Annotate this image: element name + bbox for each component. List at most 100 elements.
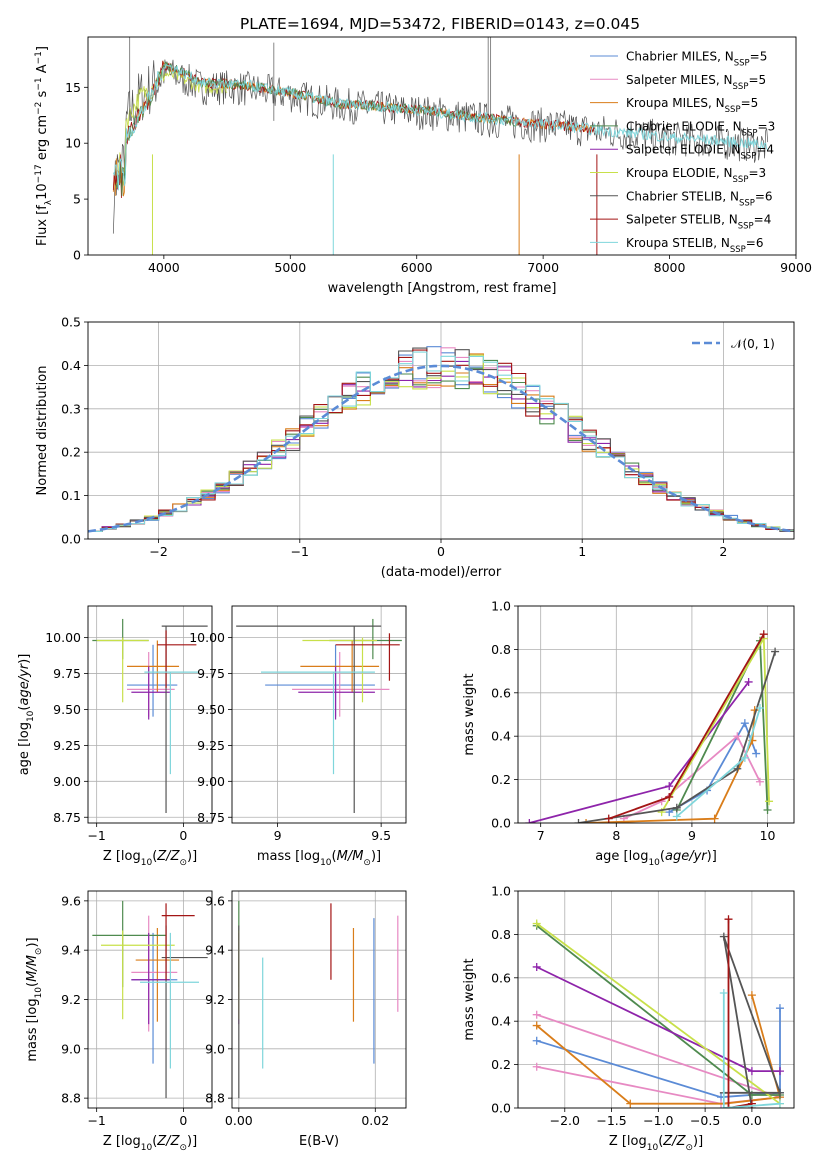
age_vs_mass-ytick-label: 9.50 [197, 702, 225, 717]
weight-line-kroupa-miles-marker [747, 991, 756, 1000]
label-part: =4 [756, 143, 774, 157]
errorbar-kroupa-elodie [101, 930, 175, 1020]
spectrum-xtick-label: 5000 [274, 260, 306, 275]
errorbar-kroupa-elodie [96, 637, 149, 703]
label-part: Kroupa ELODIE, N [626, 166, 733, 180]
weight-line-salpeter-miles-marker [755, 777, 764, 786]
legend-entry: Kroupa STELIB, NSSP=6 [626, 236, 764, 255]
label-part: M/M [337, 849, 364, 864]
weight_vs_Z-ytick-label: 0.4 [491, 1014, 511, 1029]
age_vs_Z-frame [87, 605, 213, 824]
weight-line-chabrier-stelib-marker [775, 1088, 784, 1097]
label-part: Kroupa MILES, N [626, 96, 725, 110]
errorbar-salpeter-elodie [131, 932, 171, 1025]
label-part: Z [log [609, 1134, 647, 1149]
residuals-ytick-label: 0.5 [61, 315, 81, 330]
residuals-frame [87, 321, 795, 540]
weight-line-salpeter-stelib [724, 915, 756, 1108]
weight_vs_Z-frame [517, 890, 795, 1109]
errorbar-chabrier-elodie [92, 618, 149, 660]
weight-line-chabrier-elodie-marker [763, 805, 772, 814]
weight-line-salpeter-miles-marker [532, 1010, 541, 1019]
label-part: 10 [647, 1143, 659, 1153]
mass_vs_ebv-xlabel: E(B-V) [299, 1134, 339, 1149]
weight-line-kroupa-stelib-path [722, 993, 781, 1108]
label-part: Z/Z [662, 1134, 686, 1149]
weight-line-chabrier-stelib-marker [719, 932, 728, 941]
weight-line-chabrier-elodie [672, 636, 772, 814]
label-part: 10 [320, 858, 332, 868]
label-part: =5 [750, 50, 768, 64]
label-part: ( [152, 1134, 157, 1149]
weight_vs_Z-xtick-label: −0.5 [690, 1113, 720, 1128]
age_vs_Z-ytick-label: 9.50 [53, 702, 81, 717]
spectrum-xtick-label: 7000 [527, 260, 559, 275]
label-part: ( [332, 849, 337, 864]
weight-line-salpeter-stelib-marker [724, 915, 733, 924]
errorbar-kroupa-miles [135, 927, 180, 1022]
spectrum-ylabel: Flux [fλ10−17 erg cm−2 s−1 A−1] [34, 46, 54, 246]
weight-line-kroupa-stelib-marker [719, 1104, 728, 1108]
weight_vs_Z-xtick-label: −1.0 [643, 1113, 673, 1128]
age_vs_mass-panel: 9 9.5 8.75 9.00 9.25 9.50 9.75 10.00 mass [log10… [189, 605, 407, 868]
legend-entry: Salpeter MILES, NSSP=5 [626, 73, 766, 92]
age_vs_Z-ytick-label: 9.25 [53, 738, 81, 753]
spectrum-line-0 [112, 59, 769, 234]
weight_vs_Z-ytick-label: 0.0 [491, 1101, 511, 1116]
mass_vs_ebv-ytick-label: 9.4 [205, 943, 225, 958]
weight-line-chabrier-stelib-path [578, 651, 776, 823]
label-part: −17 [34, 164, 44, 183]
weight-line-salpeter-elodie-marker [744, 677, 753, 686]
weight-line-salpeter-elodie-marker [747, 1067, 756, 1076]
age_vs_Z-ylabel: age [log10(age/yr)] [17, 654, 36, 776]
age_vs_Z-xtick-label: 0 [179, 828, 187, 843]
errorbar-chabrier-elodie [92, 900, 167, 988]
age_vs_Z-ytick-label: 9.75 [53, 666, 81, 681]
legend-entry: Chabrier ELODIE, NSSP=3 [626, 119, 775, 138]
errorbar-chabrier-stelib [161, 925, 208, 1099]
mass_vs_Z-xlabel: Z [log10(Z/Z⊙)] [103, 1134, 197, 1153]
residuals-plot-area [88, 346, 794, 533]
mass_vs_Z-panel: −1 08.89.09.29.49.6Z [log10(Z/Z⊙)]mass [l… [25, 890, 213, 1153]
mass_vs_Z-frame [87, 890, 213, 1109]
errorbar-salpeter-stelib [335, 633, 400, 681]
residuals-ylabel: Normed distribution [35, 366, 50, 496]
mass_vs_ebv-panel: 0.00 0.02 8.8 9.0 9.2 9.4 9.6 E(B-V) [205, 890, 407, 1149]
label-part: Chabrier STELIB, N [626, 189, 739, 203]
weight-line-chabrier-stelib-marker [672, 803, 681, 812]
age_vs_mass-plot-area [236, 618, 402, 813]
label-part: s [35, 90, 50, 101]
label-part: =3 [758, 119, 776, 133]
label-part: )] [187, 1134, 197, 1149]
errorbar-salpeter-stelib [161, 903, 195, 980]
errorbar-kroupa-stelib [140, 932, 199, 1069]
label-part: )] [693, 1134, 703, 1149]
mass_vs_ebv-xtick-label: 0.00 [225, 1113, 253, 1128]
figure-title: PLATE=1694, MJD=53472, FIBERID=0143, z=0… [240, 15, 640, 33]
age_vs_mass-ytick-label: 8.75 [197, 810, 225, 825]
label-part: 10 [35, 183, 50, 200]
weight-line-chabrier-stelib [574, 647, 780, 823]
age_vs_mass-ytick-label: 9.75 [197, 666, 225, 681]
label-part: SSP [739, 198, 755, 208]
weight-line-kroupa-stelib-marker [672, 812, 681, 821]
residuals-xtick-label: −2 [149, 544, 167, 559]
label-part: )] [187, 849, 197, 864]
label-part: )] [17, 654, 32, 664]
weight_vs_Z-ytick-label: 0.8 [491, 927, 511, 942]
label-part: Salpeter STELIB, N [626, 213, 738, 227]
label-part: )] [707, 849, 717, 864]
spectrum-xtick-label: 8000 [654, 260, 686, 275]
weight-line-chabrier-miles-marker [740, 719, 749, 728]
age_vs_Z-plot-area [92, 618, 208, 813]
weight_vs_Z-panel: −2.0 −1.5 −1.0 −0.5 0.0 0.0 0.2 0.4 0.6 0.8 1.0 Z [… [462, 884, 795, 1153]
weight_vs_Z-xtick-label: −1.5 [596, 1113, 626, 1128]
weight_vs_age-ytick-label: 0.0 [491, 816, 511, 831]
weight-line-salpeter-elodie-marker [665, 782, 674, 791]
label-part: A [35, 64, 50, 77]
label-part: erg cm [35, 115, 50, 164]
label-part: SSP [740, 152, 756, 162]
weight_vs_Z-xtick-label: 0.0 [742, 1113, 762, 1128]
residuals-ytick-label: 0.1 [61, 488, 81, 503]
